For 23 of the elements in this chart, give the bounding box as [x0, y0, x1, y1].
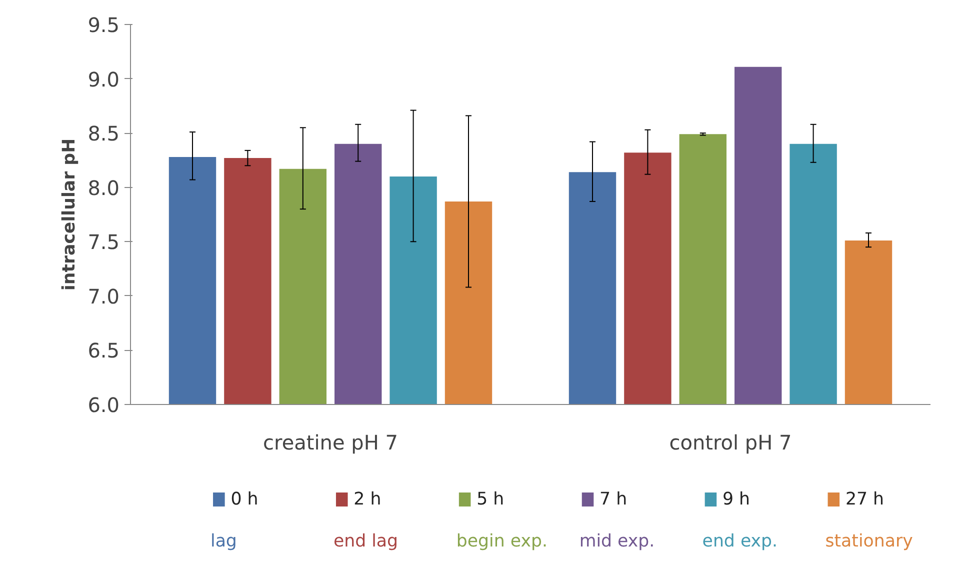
legend-label: 2 h: [354, 490, 382, 510]
y-tick-label: 7.0: [88, 284, 120, 308]
y-tick-label: 9.5: [88, 13, 120, 37]
text: begin exp.: [456, 532, 548, 552]
legend-label: 0 h: [230, 490, 258, 510]
y-tick-label: 8.5: [88, 122, 120, 146]
y-tick-label: 7.5: [88, 230, 120, 254]
x-tick-label: control pH 7: [669, 430, 792, 454]
y-tick-label: 8.0: [88, 176, 120, 200]
y-tick-label: 9.0: [88, 67, 120, 92]
legend-label: 27 h: [845, 490, 884, 510]
legend-label: 5 h: [476, 490, 504, 510]
text: end exp.: [702, 532, 778, 552]
legend-label: 9 h: [722, 490, 750, 510]
text: mid exp.: [579, 532, 655, 552]
x-tick-label: creatine pH 7: [263, 430, 398, 454]
legend-label: 7 h: [600, 490, 628, 510]
y-tick-label: 6.5: [88, 338, 120, 363]
text: stationary: [825, 532, 913, 552]
y-tick-label: 6.0: [88, 393, 120, 417]
text: end lag: [333, 532, 398, 552]
text: lag: [210, 532, 237, 552]
y-axis-title: intracellular pH: [60, 138, 80, 291]
